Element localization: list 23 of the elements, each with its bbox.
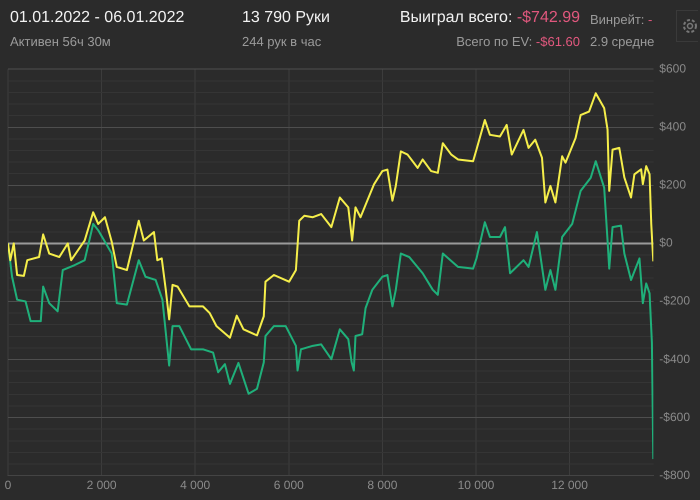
text: Выиграл всего: -$742.99	[400, 9, 580, 26]
x-tick-label: 6 000	[274, 478, 304, 492]
text: 13 790 Руки	[242, 9, 330, 27]
y-tick-label: -$400	[659, 352, 690, 366]
text: 244 рук в час	[242, 34, 322, 49]
y-tick-label: $400	[659, 120, 686, 134]
y-tick-label: -$600	[659, 410, 690, 424]
chart-title: 01.01.2022 - 06.01.2022	[10, 9, 184, 27]
text: Винрейт: -	[590, 12, 652, 27]
x-tick-label: 8 000	[367, 478, 398, 492]
x-tick-label: 10 000	[458, 478, 495, 492]
y-tick-label: -$800	[659, 468, 690, 482]
y-tick-label: $0	[659, 236, 673, 250]
text: Всего по EV: -$61.60	[456, 34, 580, 49]
text: 2.9 средне	[590, 34, 654, 49]
x-tick-label: 4 000	[180, 478, 211, 492]
chart-subtitle: Активен 56ч 30м	[10, 34, 111, 49]
x-tick-label: 12 000	[551, 478, 588, 492]
y-tick-label: $600	[659, 62, 686, 76]
y-tick-label: -$200	[659, 294, 690, 308]
x-tick-label: 0	[4, 478, 12, 492]
y-tick-label: $200	[659, 178, 686, 192]
x-tick-label: 2 000	[86, 478, 117, 492]
